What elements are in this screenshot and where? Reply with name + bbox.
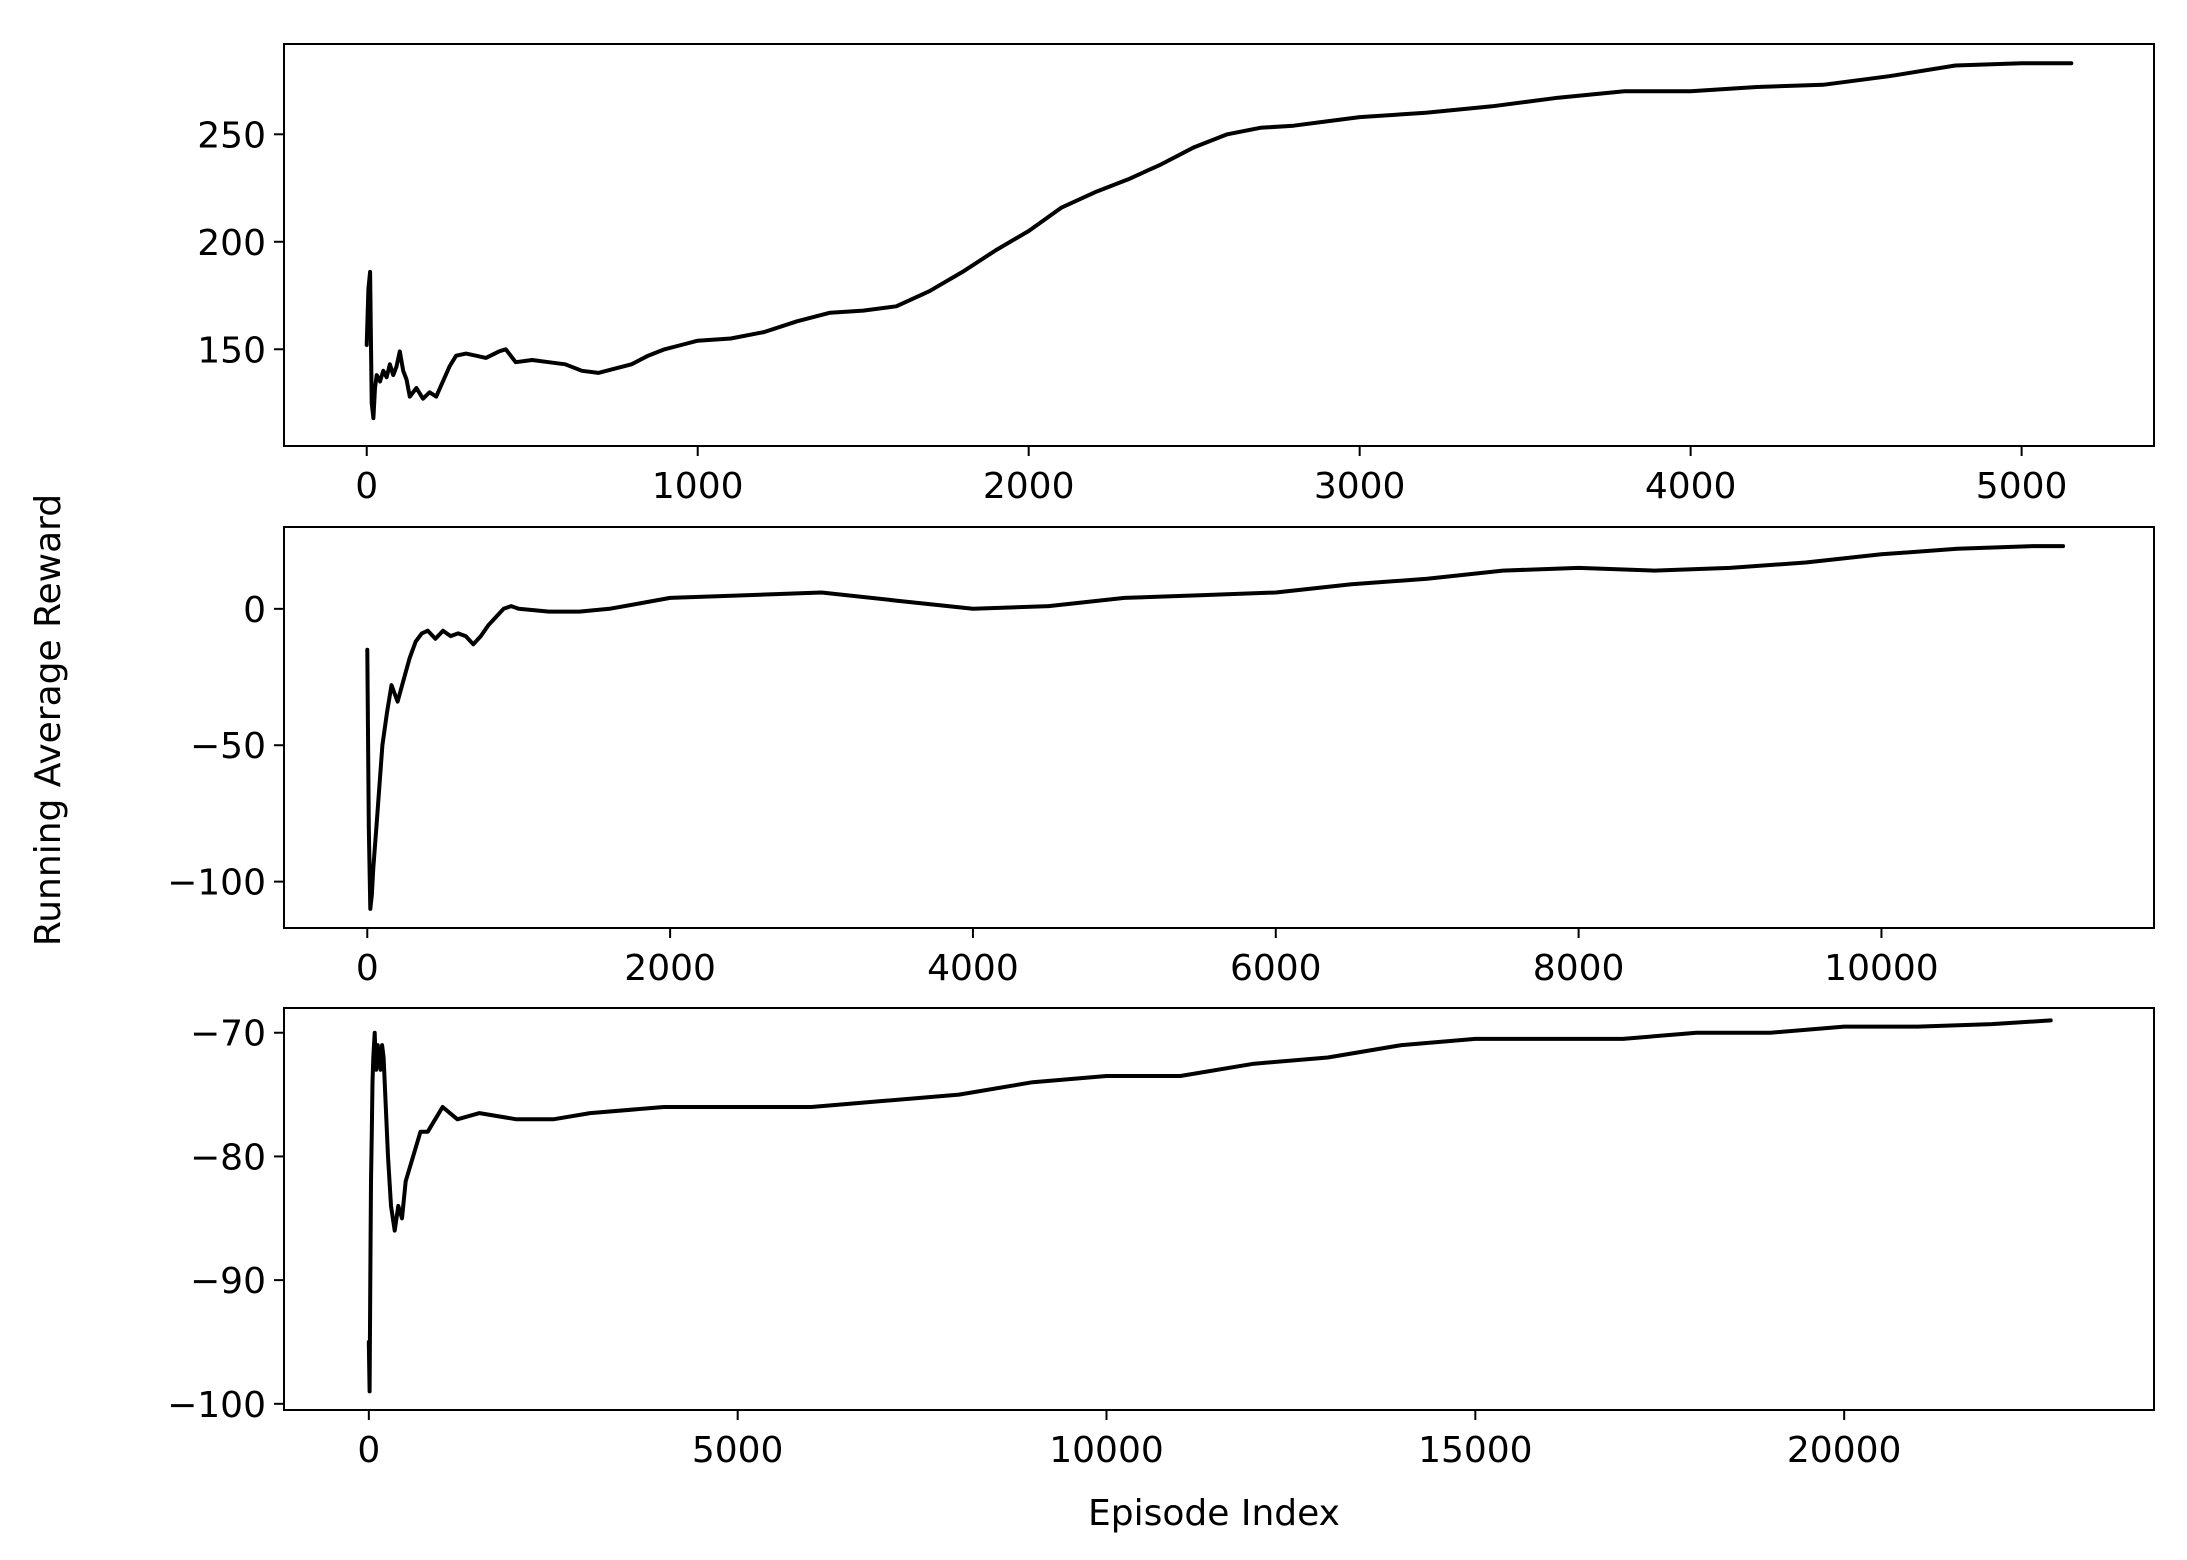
y-tick-label: 250 <box>197 115 266 156</box>
x-tick-label: 6000 <box>1230 948 1322 989</box>
x-tick-label: 4000 <box>1645 466 1737 507</box>
x-tick-label: 2000 <box>983 466 1075 507</box>
subplot-3: 0 5000 10000 15000 20000 −100 −90 −80 −70 <box>167 1007 2155 1471</box>
subplot-panels: 0 1000 2000 3000 4000 5000 150 200 250 0 2000 4000 6… <box>167 43 2155 1471</box>
x-tick-label: 1000 <box>652 466 744 507</box>
axes-frame <box>283 526 2155 929</box>
x-tick-label: 15000 <box>1418 1430 1533 1471</box>
x-tick-label: 10000 <box>1049 1430 1164 1471</box>
y-tick-label: −50 <box>190 726 266 767</box>
subplot-1: 0 1000 2000 3000 4000 5000 150 200 250 <box>197 43 2155 507</box>
x-tick-label: 0 <box>355 466 378 507</box>
series-line-1 <box>366 1018 2053 1394</box>
y-tick-label: −100 <box>167 863 266 904</box>
x-tick-label: 5000 <box>1976 466 2068 507</box>
y-tick-label: 150 <box>197 330 266 371</box>
x-tick-label: 3000 <box>1314 466 1406 507</box>
x-tick-label: 2000 <box>624 948 716 989</box>
x-tick-label: 0 <box>357 1430 380 1471</box>
subplot-2: 0 2000 4000 6000 8000 10000 −100 −50 0 <box>167 526 2155 989</box>
x-tick-label: 10000 <box>1824 948 1939 989</box>
x-tick-label: 0 <box>356 948 379 989</box>
figure-ylabel: Running Average Reward <box>28 494 69 946</box>
series-line-1 <box>364 61 2074 421</box>
y-tick-label: −100 <box>167 1385 266 1426</box>
x-tick-label: 4000 <box>927 948 1019 989</box>
y-tick-label: −80 <box>190 1137 266 1178</box>
axes-frame <box>283 1007 2155 1411</box>
axes-frame <box>283 43 2155 447</box>
figure-xlabel: Episode Index <box>1088 1493 1340 1534</box>
y-tick-label: 0 <box>243 590 266 631</box>
series-line-1 <box>365 544 2066 911</box>
x-tick-label: 5000 <box>692 1430 784 1471</box>
y-tick-label: −70 <box>190 1014 266 1055</box>
y-tick-label: 200 <box>197 223 266 264</box>
x-tick-label: 20000 <box>1787 1430 1902 1471</box>
x-tick-label: 8000 <box>1533 948 1625 989</box>
y-tick-label: −90 <box>190 1261 266 1302</box>
